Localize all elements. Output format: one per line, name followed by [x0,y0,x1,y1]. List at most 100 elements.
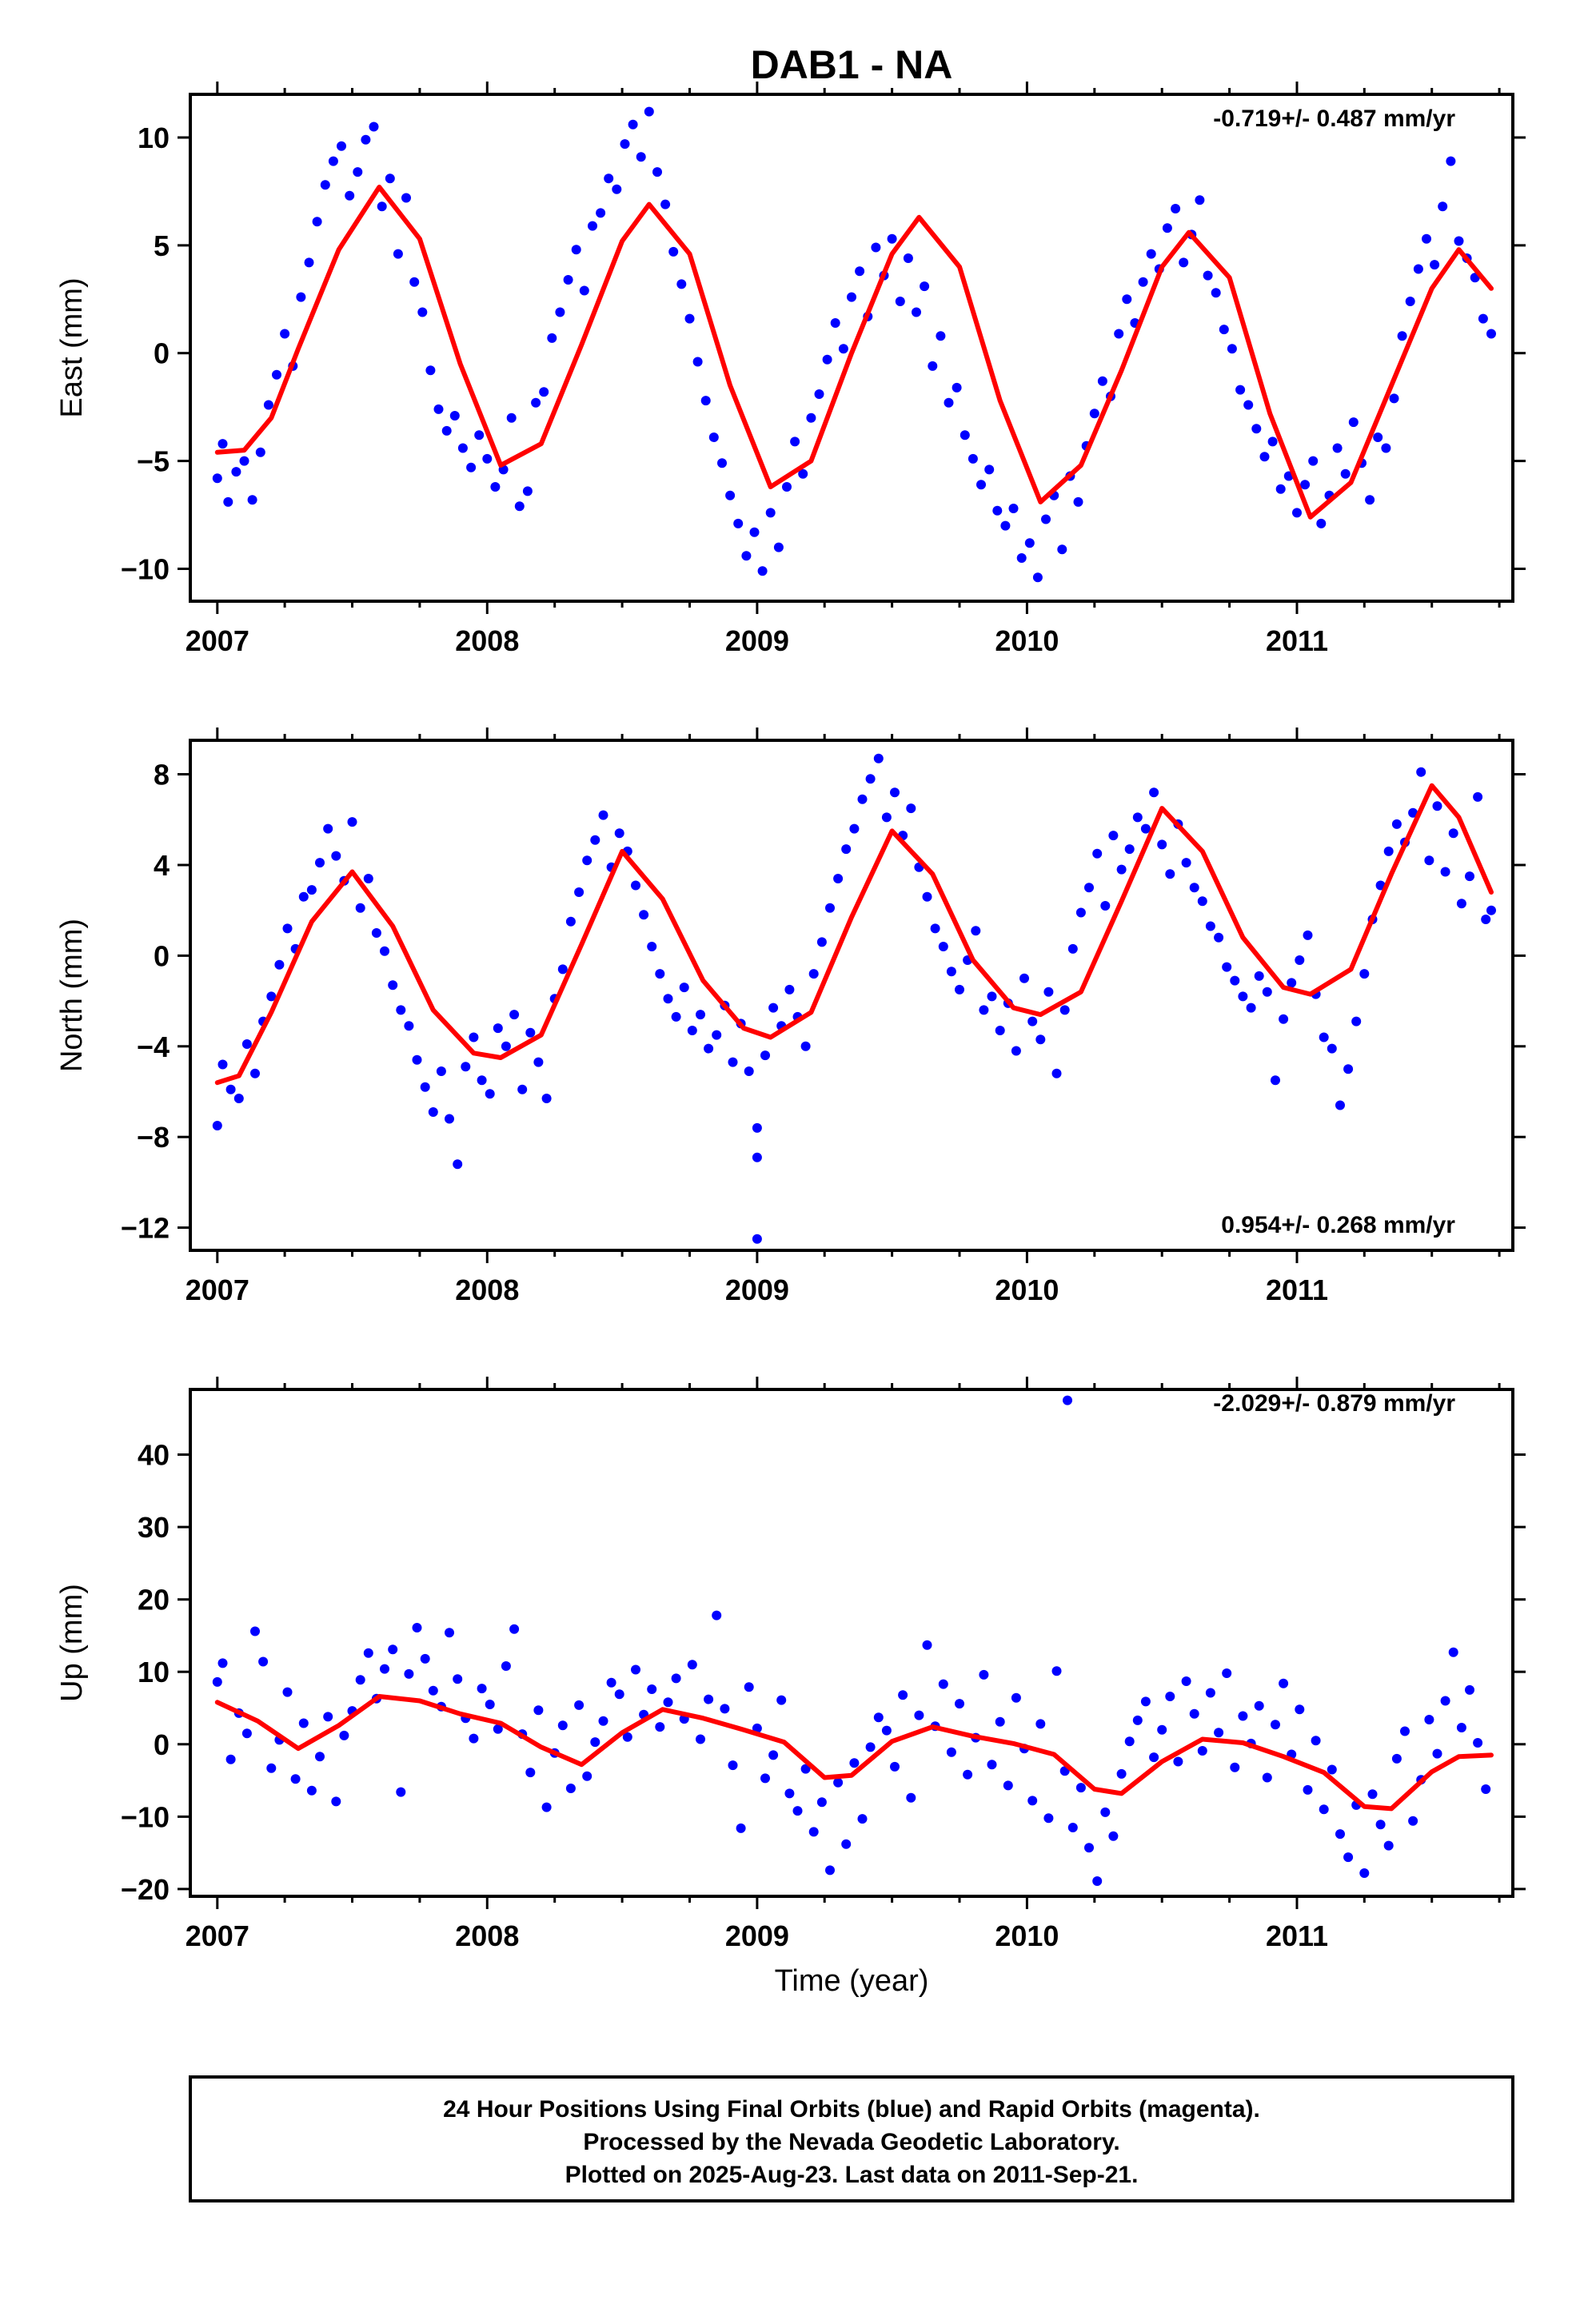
data-point [752,1122,762,1133]
data-point [792,1806,803,1816]
data-point [501,1041,511,1051]
data-point [728,1057,738,1067]
data-point [773,542,784,552]
data-point [800,1041,811,1051]
data-point [1157,839,1167,850]
data-point [776,1695,787,1705]
data-point [720,1704,730,1714]
data-point [865,1742,876,1752]
data-point [1295,955,1305,965]
data-point [1043,987,1054,997]
data-point [855,266,865,277]
data-point [979,1005,989,1015]
data-point [684,313,695,324]
data-point [1089,409,1099,419]
data-point [841,844,852,855]
data-point [1351,1016,1362,1026]
data-point [765,508,776,518]
data-point [1481,915,1491,924]
data-point [1262,987,1272,997]
x-tick-label: 2008 [455,1274,519,1306]
data-point [420,1082,430,1092]
data-point [704,1694,714,1704]
data-point [457,443,468,453]
data-point [1075,1783,1086,1793]
data-point [1332,443,1343,453]
data-point [306,885,317,895]
east-plot-frame [189,93,1514,603]
data-point [1486,329,1496,339]
data-point [1097,376,1107,386]
data-point [1205,921,1215,931]
data-point [433,404,444,414]
data-point [453,1159,463,1170]
data-point [1230,975,1240,986]
data-point [760,1050,770,1061]
data-point [1041,514,1051,524]
data-point [331,1796,341,1807]
data-point [280,329,290,339]
data-point [1383,846,1394,856]
data-point [946,967,956,977]
data-point [574,1700,585,1710]
data-point [887,233,897,244]
data-point [1303,1784,1313,1795]
data-point [482,453,493,464]
data-point [873,753,884,763]
data-point [976,480,986,490]
y-tick-label: 4 [154,849,170,882]
data-point [614,828,624,839]
data-point [363,874,373,883]
data-point [671,1011,681,1022]
data-point [679,983,689,993]
up-panel: Up (mm) -2.029+/- 0.879 mm/yr 2007 2008 20… [55,1377,1526,1952]
y-tick-label: −12 [121,1212,170,1245]
data-point [590,835,600,845]
data-point [922,1640,932,1650]
data-point [814,389,824,399]
data-point [606,1677,616,1688]
y-tick-label: 0 [154,337,170,370]
data-point [1365,495,1375,505]
data-point [380,1664,389,1674]
data-point [847,292,856,302]
data-point [920,281,930,292]
data-point [514,501,525,512]
x-tick-label: 2010 [995,1274,1059,1306]
data-point [1271,1720,1280,1730]
data-point [741,551,752,561]
data-point [1084,1843,1094,1853]
data-point [522,486,533,496]
data-point [995,1026,1005,1035]
data-point [825,1865,835,1876]
data-point [768,1750,779,1760]
data-point [396,1005,406,1015]
data-point [428,1685,438,1696]
data-point [1173,1756,1183,1767]
data-point [1197,896,1207,907]
data-point [652,167,662,177]
data-point [1408,807,1418,818]
data-point [1057,544,1067,555]
data-point [712,1610,722,1620]
data-point [571,245,581,255]
data-point [225,1084,236,1094]
data-point [1319,1804,1329,1815]
data-point [696,1734,705,1744]
data-point [906,803,916,814]
data-point [1259,452,1270,462]
data-point [825,903,835,913]
data-point [1438,201,1448,212]
data-point [898,1690,908,1700]
data-point [304,257,314,268]
data-point [1157,1724,1167,1735]
data-point [838,344,848,354]
data-point [493,1724,503,1734]
data-point [1063,1395,1072,1405]
data-point [485,1700,495,1709]
data-point [298,891,309,902]
data-point [687,1026,697,1035]
data-point [873,1712,884,1723]
data-point [247,495,257,505]
data-point [1197,1746,1207,1756]
